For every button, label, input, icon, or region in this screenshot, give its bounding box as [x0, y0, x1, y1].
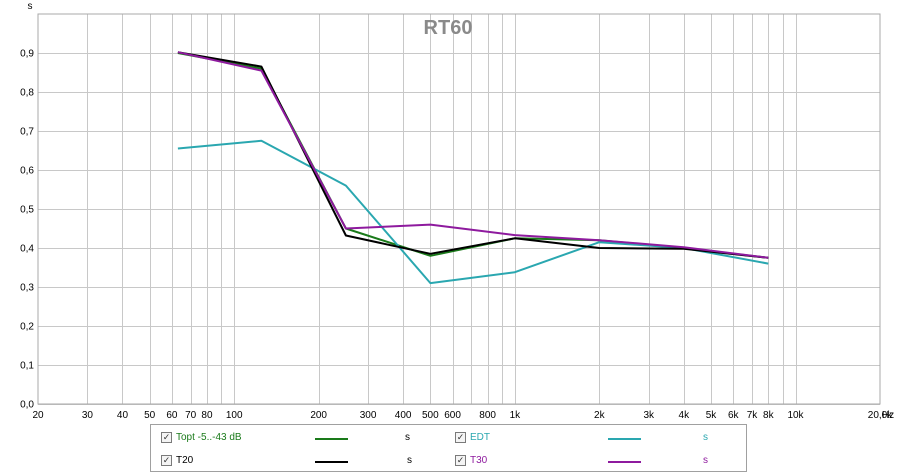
y-tick-label: 0,0: [20, 400, 34, 411]
series-line-edt: [177, 139, 769, 285]
y-tick-label: 0,9: [20, 49, 34, 60]
legend-unit-topt: s: [405, 432, 410, 443]
x-tick-label: 60: [166, 410, 178, 421]
x-tick-label: 1k: [510, 410, 522, 421]
x-tick-label: 5k: [706, 410, 718, 421]
series-line-topt-5-43-db: [177, 52, 769, 259]
x-tick-label: 4k: [679, 410, 691, 421]
rt60-chart: 0,0 0,1 0,2 0,3 0,4 0,5 0,6 0,7 0,8 0,9 20 30 40 50 6…: [20, 1, 894, 421]
x-tick-label: 6k: [728, 410, 740, 421]
legend-label-t20: T20: [176, 455, 194, 466]
x-tick-label: 30: [82, 410, 94, 421]
legend-unit-edt: s: [703, 432, 708, 443]
legend-entry-t20[interactable]: ✓ T20 s: [161, 452, 441, 472]
series-line-t20: [177, 51, 769, 259]
legend-swatch-edt: [608, 438, 641, 440]
x-axis-label: Hz: [882, 410, 894, 421]
series-line-t30: [177, 51, 769, 259]
legend-swatch-t20: [315, 461, 348, 463]
legend-label-t30: T30: [470, 455, 488, 466]
y-tick-label: 0,8: [20, 88, 34, 99]
x-tick-label: 500: [422, 410, 439, 421]
series-lines: [177, 51, 769, 285]
x-tick-label: 20: [32, 410, 44, 421]
plot-frame: [37, 13, 881, 405]
y-tick-label: 0,4: [20, 244, 34, 255]
checkbox-t20[interactable]: ✓: [161, 455, 172, 466]
x-tick-label: 3k: [643, 410, 655, 421]
legend-unit-t20: s: [407, 455, 412, 466]
checkbox-edt[interactable]: ✓: [455, 432, 466, 443]
legend-label-edt: EDT: [470, 432, 490, 443]
x-tick-label: 2k: [594, 410, 606, 421]
x-tick-label: 400: [395, 410, 412, 421]
checkbox-t30[interactable]: ✓: [455, 455, 466, 466]
x-tick-label: 8k: [763, 410, 775, 421]
y-tick-label: 0,1: [20, 361, 34, 372]
legend-label-topt: Topt -5..-43 dB: [176, 432, 242, 443]
x-axis-ticks: 20 30 40 50 60 70 80 100 200 300 400 500 600 800 1k 2k 3…: [32, 410, 893, 421]
legend-swatch-topt: [315, 438, 348, 440]
y-tick-label: 0,7: [20, 127, 34, 138]
x-tick-label: 7k: [747, 410, 759, 421]
legend-entry-t30[interactable]: ✓ T30 s: [455, 452, 735, 472]
legend: ✓ Topt -5..-43 dB s ✓ EDT s ✓ T20 s ✓ T3…: [150, 424, 747, 472]
y-tick-label: 0,2: [20, 322, 34, 333]
x-tick-label: 10k: [787, 410, 804, 421]
x-tick-label: 40: [117, 410, 129, 421]
x-tick-label: 200: [310, 410, 327, 421]
grid: [38, 14, 880, 405]
checkbox-topt[interactable]: ✓: [161, 432, 172, 443]
x-tick-label: 20,0k: [868, 410, 893, 421]
y-axis-ticks: 0,0 0,1 0,2 0,3 0,4 0,5 0,6 0,7 0,8 0,9: [20, 49, 34, 411]
x-tick-label: 70: [185, 410, 197, 421]
legend-unit-t30: s: [703, 455, 708, 466]
legend-swatch-t30: [608, 461, 641, 463]
x-tick-label: 80: [201, 410, 213, 421]
y-tick-label: 0,6: [20, 166, 34, 177]
x-tick-label: 50: [144, 410, 156, 421]
x-tick-label: 100: [226, 410, 243, 421]
y-axis-label: s: [28, 1, 33, 12]
x-tick-label: 800: [479, 410, 496, 421]
y-tick-label: 0,3: [20, 283, 34, 294]
legend-entry-edt[interactable]: ✓ EDT s: [455, 429, 735, 449]
x-tick-label: 600: [444, 410, 461, 421]
legend-entry-topt[interactable]: ✓ Topt -5..-43 dB s: [161, 429, 441, 449]
y-tick-label: 0,5: [20, 205, 34, 216]
x-tick-label: 300: [360, 410, 377, 421]
chart-title: RT60: [424, 17, 473, 39]
